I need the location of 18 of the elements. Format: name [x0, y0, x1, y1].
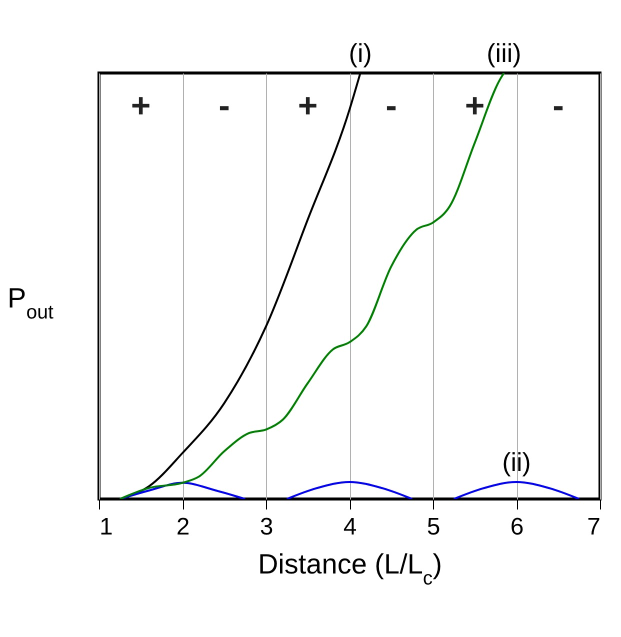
x-tick-label: 4	[343, 514, 357, 540]
annotation: -	[218, 87, 230, 126]
x-axis-title: Distance (L/L$_{c}$)	[258, 548, 442, 590]
series-label: (i)	[348, 38, 372, 68]
annotation: +	[464, 87, 485, 126]
series-label: (iii)	[486, 38, 522, 68]
annotation: -	[552, 87, 564, 126]
x-tick-label: 1	[100, 514, 113, 540]
series-label: (ii)	[502, 446, 531, 477]
x-tick-label: 3	[260, 514, 274, 540]
x-tick-label: 2	[176, 514, 190, 540]
y-axis-title: P$_{out}$	[8, 282, 54, 324]
annotation: +	[298, 87, 318, 126]
annotation: -	[386, 87, 397, 126]
annotation: +	[130, 87, 151, 126]
x-tick-label: 7	[587, 514, 600, 540]
x-tick-label: 6	[510, 514, 524, 540]
x-tick-label: 5	[426, 514, 440, 540]
